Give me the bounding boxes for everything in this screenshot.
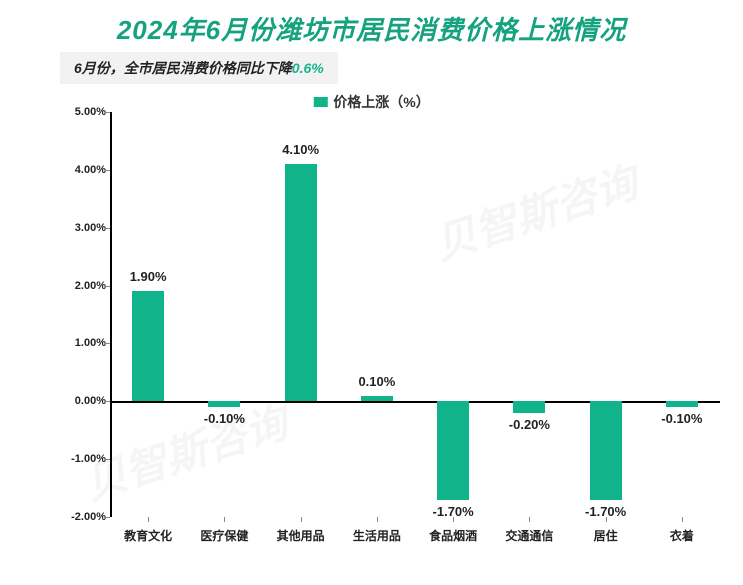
x-tick-label: 医疗保健 bbox=[200, 527, 248, 544]
x-axis bbox=[110, 401, 720, 403]
bar bbox=[208, 401, 240, 407]
bar-value-label: -0.10% bbox=[661, 411, 702, 426]
bar bbox=[132, 291, 164, 401]
chart-area: -2.00%-1.00%0.00%1.00%2.00%3.00%4.00%5.0… bbox=[60, 112, 720, 552]
y-tick-label: 3.00% bbox=[60, 222, 106, 234]
bar bbox=[590, 401, 622, 499]
y-tick-label: 0.00% bbox=[60, 395, 106, 407]
legend-swatch bbox=[313, 97, 327, 107]
bar bbox=[666, 401, 698, 407]
bar-value-label: 0.10% bbox=[358, 374, 395, 389]
y-tick-label: 5.00% bbox=[60, 106, 106, 118]
y-tick-label: 1.00% bbox=[60, 337, 106, 349]
x-tick-label: 生活用品 bbox=[353, 527, 401, 544]
x-tick-label: 食品烟酒 bbox=[429, 527, 477, 544]
plot-area: -2.00%-1.00%0.00%1.00%2.00%3.00%4.00%5.0… bbox=[110, 112, 720, 517]
x-tick-mark bbox=[529, 517, 530, 522]
y-tick-label: 4.00% bbox=[60, 164, 106, 176]
x-tick-mark bbox=[301, 517, 302, 522]
x-tick-mark bbox=[377, 517, 378, 522]
bar bbox=[437, 401, 469, 499]
bar bbox=[361, 396, 393, 402]
legend: 价格上涨（%） bbox=[313, 92, 429, 112]
x-tick-label: 交通通信 bbox=[505, 527, 553, 544]
subtitle-prefix: 6月份，全市居民消费价格同比下降 bbox=[74, 60, 292, 76]
x-tick-label: 居住 bbox=[594, 527, 618, 544]
bar-value-label: 1.90% bbox=[130, 269, 167, 284]
x-tick-label: 教育文化 bbox=[124, 527, 172, 544]
x-tick-mark bbox=[453, 517, 454, 522]
y-axis bbox=[110, 112, 112, 517]
x-tick-mark bbox=[224, 517, 225, 522]
chart-title: 2024年6月份潍坊市居民消费价格上涨情况 bbox=[0, 0, 743, 47]
x-tick-label: 衣着 bbox=[670, 527, 694, 544]
y-tick-label: 2.00% bbox=[60, 280, 106, 292]
subtitle-highlight: 0.6% bbox=[292, 60, 324, 76]
bar bbox=[285, 164, 317, 401]
x-tick-mark bbox=[148, 517, 149, 522]
bar-value-label: 4.10% bbox=[282, 142, 319, 157]
bar-value-label: -0.10% bbox=[204, 411, 245, 426]
legend-label: 价格上涨（%） bbox=[333, 92, 429, 112]
bar-value-label: -0.20% bbox=[509, 417, 550, 432]
x-tick-mark bbox=[682, 517, 683, 522]
subtitle-box: 6月份，全市居民消费价格同比下降0.6% bbox=[60, 52, 338, 84]
x-tick-mark bbox=[606, 517, 607, 522]
y-tick-mark bbox=[105, 517, 110, 518]
y-tick-label: -1.00% bbox=[60, 453, 106, 465]
bar bbox=[513, 401, 545, 413]
y-tick-label: -2.00% bbox=[60, 511, 106, 523]
x-tick-label: 其他用品 bbox=[277, 527, 325, 544]
